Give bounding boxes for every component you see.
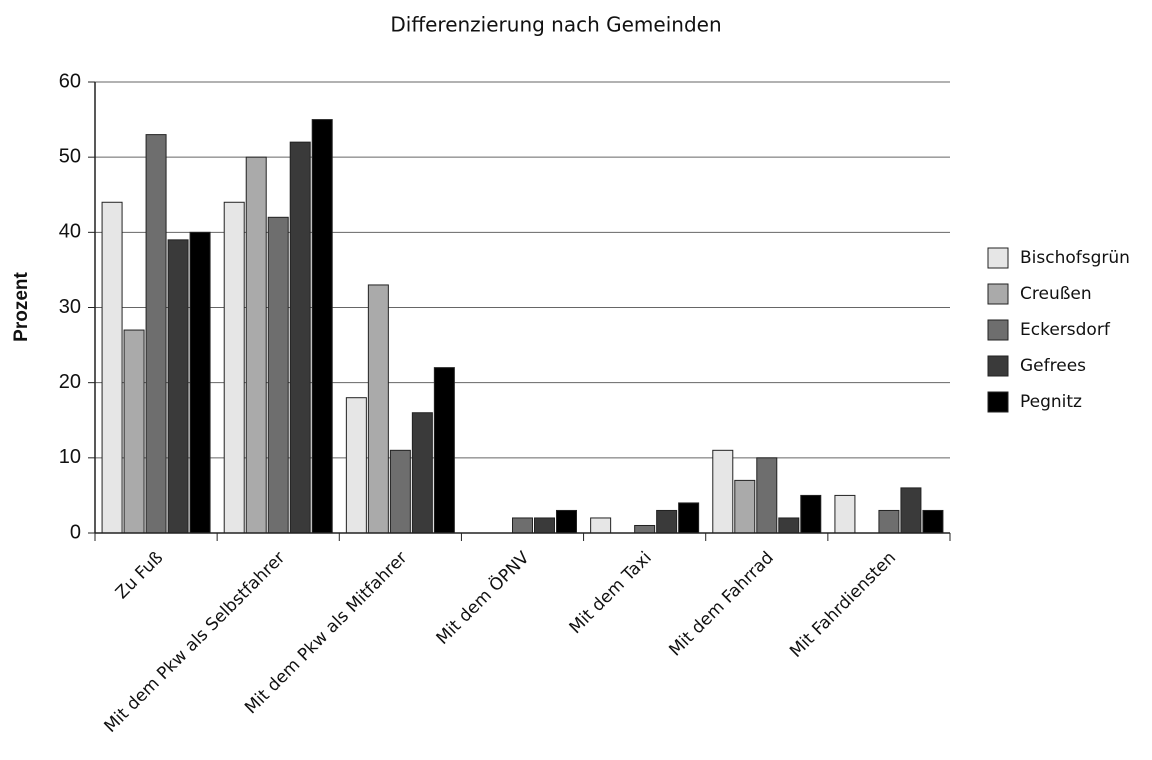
- bar: [656, 509, 678, 534]
- y-tick-label: 0: [70, 521, 81, 543]
- bar: [778, 517, 800, 534]
- bar: [411, 412, 433, 534]
- legend-swatch: [987, 247, 1009, 269]
- bar: [878, 509, 900, 534]
- y-tick-label: 40: [59, 221, 81, 243]
- bar: [101, 201, 123, 534]
- bar: [267, 216, 289, 534]
- bar: [800, 494, 822, 534]
- bar: [223, 201, 245, 534]
- y-tick-label: 30: [59, 296, 81, 318]
- bar: [712, 449, 734, 534]
- bar: [634, 524, 656, 534]
- chart-title: Differenzierung nach Gemeinden: [390, 13, 721, 37]
- bar: [834, 494, 856, 534]
- bar: [123, 329, 145, 534]
- legend-label: Bischofsgrün: [1020, 248, 1130, 268]
- bar: [900, 487, 922, 534]
- bar: [534, 517, 555, 534]
- x-tick-label: Mit dem ÖPNV: [431, 546, 534, 649]
- bar: [389, 449, 411, 534]
- x-tick-label: Mit Fahrdiensten: [786, 548, 900, 662]
- legend-swatch: [987, 283, 1009, 305]
- bar: [145, 134, 167, 534]
- bar: [167, 239, 189, 534]
- bar: [367, 284, 389, 534]
- y-tick-label: 20: [59, 371, 81, 393]
- bar: [289, 141, 311, 534]
- bar: [922, 509, 944, 534]
- legend-swatch: [987, 391, 1009, 413]
- legend-label: Creußen: [1020, 284, 1092, 304]
- x-tick-label: Mit dem Taxi: [566, 548, 656, 638]
- bar: [512, 517, 533, 534]
- bar: [678, 502, 700, 534]
- bar: [590, 517, 612, 534]
- bar: [189, 231, 211, 534]
- bar: [756, 457, 778, 534]
- x-tick-label: Zu Fuß: [112, 548, 167, 603]
- bar: [345, 397, 367, 534]
- x-tick-label: Mit dem Fahrrad: [665, 548, 777, 660]
- y-tick-label: 50: [59, 145, 81, 167]
- bar: [556, 509, 577, 534]
- y-tick-label: 60: [59, 70, 81, 92]
- legend-label: Eckersdorf: [1020, 320, 1111, 340]
- bar: [734, 479, 756, 534]
- bar: [433, 367, 455, 534]
- legend-swatch: [987, 319, 1009, 341]
- legend-swatch: [987, 355, 1009, 377]
- legend-label: Pegnitz: [1020, 392, 1082, 412]
- y-axis-label: Prozent: [11, 271, 32, 341]
- bar: [245, 156, 267, 534]
- bar: [311, 119, 333, 534]
- legend-label: Gefrees: [1020, 356, 1086, 376]
- y-tick-label: 10: [59, 446, 81, 468]
